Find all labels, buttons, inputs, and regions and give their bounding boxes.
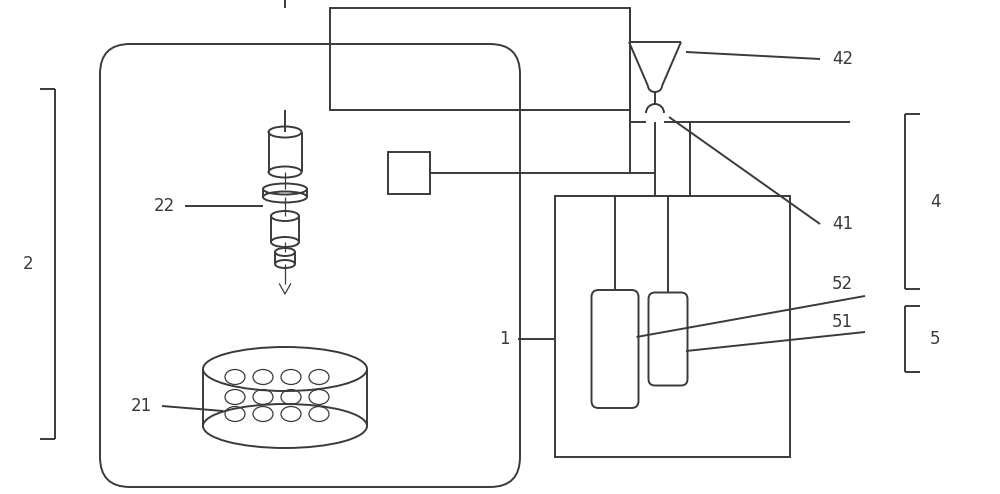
- Text: 2: 2: [23, 255, 33, 273]
- Bar: [555, 196, 790, 457]
- Text: 42: 42: [832, 50, 853, 68]
- Text: 52: 52: [832, 275, 853, 293]
- Bar: [330, 8, 630, 110]
- Text: 1: 1: [499, 330, 510, 348]
- Bar: [388, 152, 430, 194]
- Text: 51: 51: [832, 313, 853, 331]
- Text: 4: 4: [930, 193, 941, 211]
- Text: 22: 22: [154, 197, 175, 215]
- Text: 21: 21: [131, 397, 152, 415]
- Text: 5: 5: [930, 330, 941, 348]
- Text: 41: 41: [832, 215, 853, 233]
